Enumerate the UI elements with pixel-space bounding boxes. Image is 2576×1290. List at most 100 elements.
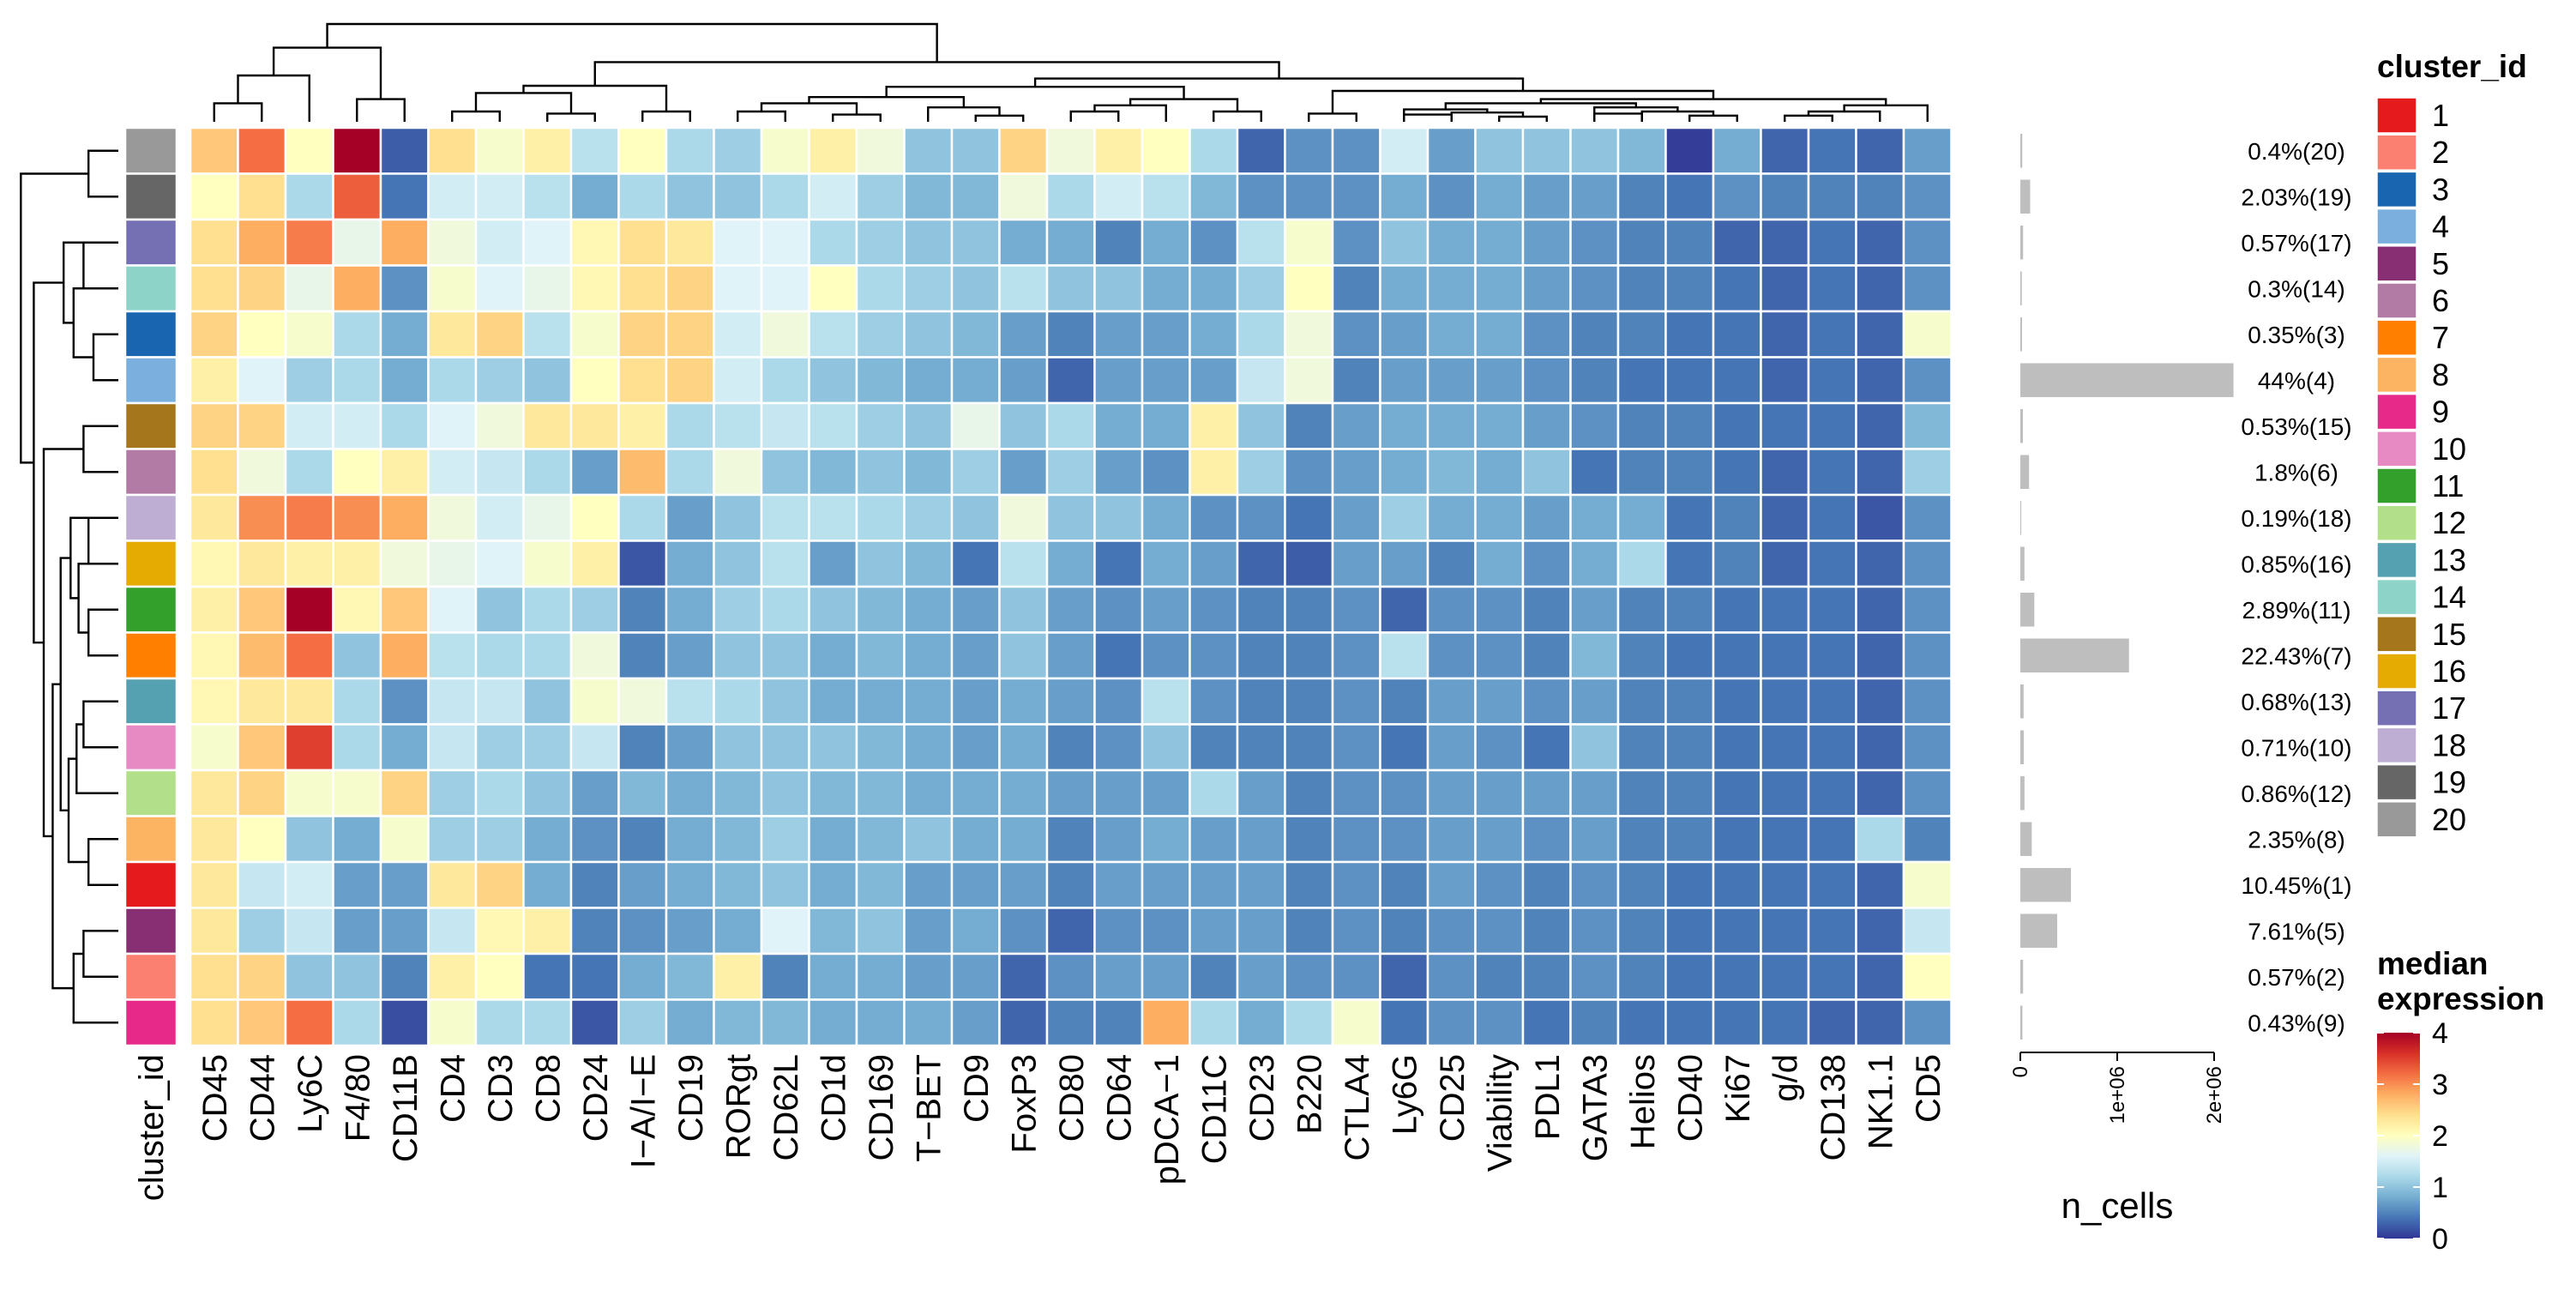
- cell-7-cd80: [1045, 631, 1096, 680]
- cell-2-pdca-1: [1141, 952, 1191, 1001]
- cell-12-cd25: [1426, 769, 1477, 817]
- cell-6-i-a-i-e: [617, 448, 668, 497]
- cell-16-viability: [1474, 540, 1525, 588]
- cell-14-t-bet: [903, 264, 954, 313]
- cell-11-ctla4: [1331, 585, 1381, 634]
- cell-14-cd80: [1045, 264, 1096, 313]
- cell-4-ctla4: [1331, 356, 1381, 405]
- cell-18-cd62l: [760, 493, 810, 542]
- cell-12-cd23: [1236, 769, 1286, 817]
- row-dendrogram-branch-13: [67, 757, 89, 864]
- cell-19-nk1-1: [1855, 172, 1905, 221]
- cell-10-g-d: [1760, 723, 1810, 772]
- cell-5-rorgt: [713, 907, 763, 955]
- cell-14-cd138: [1807, 264, 1857, 313]
- cell-17-cd8: [522, 218, 573, 267]
- cell-7-cd9: [950, 631, 1001, 680]
- cell-9-ki67: [1712, 998, 1762, 1047]
- cell-12-cd80: [1045, 769, 1096, 817]
- cell-12-ly6c: [284, 769, 334, 817]
- cell-1-pdl1: [1521, 860, 1572, 909]
- cell-20-cd25: [1426, 126, 1477, 175]
- cell-4-cd11c: [1189, 356, 1239, 405]
- cell-19-b220: [1284, 172, 1334, 221]
- marker-label-gata3: GATA3: [1576, 1054, 1614, 1161]
- cell-5-cd44: [237, 907, 287, 955]
- cell-2-cd3: [474, 952, 525, 1001]
- cell-4-gata3: [1569, 356, 1620, 405]
- cell-13-viability: [1474, 677, 1525, 726]
- cell-12-cd5: [1902, 769, 1953, 817]
- cell-2-cd19: [665, 952, 715, 1001]
- cell-7-cd62l: [760, 631, 810, 680]
- row-label-cluster-6: 1.8%(6): [2254, 459, 2338, 485]
- cell-20-cd19: [665, 126, 715, 175]
- cell-3-cd4: [427, 310, 478, 359]
- cell-9-t-bet: [903, 998, 954, 1047]
- cell-19-cd3: [474, 172, 525, 221]
- cell-14-cd4: [427, 264, 478, 313]
- cell-13-cd9: [950, 677, 1001, 726]
- cell-12-cd3: [474, 769, 525, 817]
- cell-18-cd11b: [379, 493, 430, 542]
- cell-18-gata3: [1569, 493, 1620, 542]
- cell-10-ly6c: [284, 723, 334, 772]
- cell-5-cd45: [189, 907, 239, 955]
- cell-17-cd3: [474, 218, 525, 267]
- cell-13-cd8: [522, 677, 573, 726]
- cell-12-cd44: [237, 769, 287, 817]
- cell-3-ctla4: [1331, 310, 1381, 359]
- cell-17-rorgt: [713, 218, 763, 267]
- cell-1-nk1-1: [1855, 860, 1905, 909]
- cell-10-gata3: [1569, 723, 1620, 772]
- row-dendrogram-branch-17: [72, 952, 118, 1024]
- cell-16-cd5: [1902, 540, 1953, 588]
- marker-label-rorgt: RORgt: [719, 1054, 757, 1159]
- cell-16-cd169: [855, 540, 906, 588]
- cell-14-f4-80: [332, 264, 382, 313]
- cell-18-cd25: [1426, 493, 1477, 542]
- column-dendrogram: [213, 22, 1929, 122]
- cell-17-cd64: [1093, 218, 1144, 267]
- cell-16-b220: [1284, 540, 1334, 588]
- cell-8-helios: [1616, 815, 1667, 864]
- cell-14-pdca-1: [1141, 264, 1191, 313]
- cell-5-cd24: [569, 907, 620, 955]
- cell-13-cd138: [1807, 677, 1857, 726]
- cell-17-b220: [1284, 218, 1334, 267]
- cell-1-cd62l: [760, 860, 810, 909]
- cell-12-cd4: [427, 769, 478, 817]
- cell-12-cd11c: [1189, 769, 1239, 817]
- cell-11-cd8: [522, 585, 573, 634]
- cell-3-helios: [1616, 310, 1667, 359]
- cell-5-cd138: [1807, 907, 1857, 955]
- legend-swatch-6: [2376, 282, 2417, 319]
- cell-7-cd64: [1093, 631, 1144, 680]
- cell-18-cd169: [855, 493, 906, 542]
- cell-9-ly6c: [284, 998, 334, 1047]
- cell-14-viability: [1474, 264, 1525, 313]
- cell-6-cd11b: [379, 448, 430, 497]
- column-dendrogram-branch-22: [1498, 115, 1548, 122]
- cell-8-cd1d: [808, 815, 858, 864]
- cell-7-ly6c: [284, 631, 334, 680]
- row-dendrogram-branch-6: [87, 516, 118, 565]
- cell-15-i-a-i-e: [617, 401, 668, 450]
- legend-label-5: 5: [2432, 246, 2449, 281]
- cell-14-i-a-i-e: [617, 264, 668, 313]
- row-label-cluster-5: 7.61%(5): [2248, 918, 2345, 944]
- cell-5-cd3: [474, 907, 525, 955]
- cell-17-cd138: [1807, 218, 1857, 267]
- cell-4-cd19: [665, 356, 715, 405]
- cell-17-f4-80: [332, 218, 382, 267]
- cell-18-cd64: [1093, 493, 1144, 542]
- column-dendrogram-branch-0: [213, 102, 263, 122]
- cell-12-gata3: [1569, 769, 1620, 817]
- cell-9-cd23: [1236, 998, 1286, 1047]
- cell-14-cd11b: [379, 264, 430, 313]
- cell-19-ly6c: [284, 172, 334, 221]
- marker-label-cd24: CD24: [577, 1054, 615, 1142]
- bar-cluster-12: [2020, 776, 2025, 811]
- cell-12-cd45: [189, 769, 239, 817]
- cell-19-g-d: [1760, 172, 1810, 221]
